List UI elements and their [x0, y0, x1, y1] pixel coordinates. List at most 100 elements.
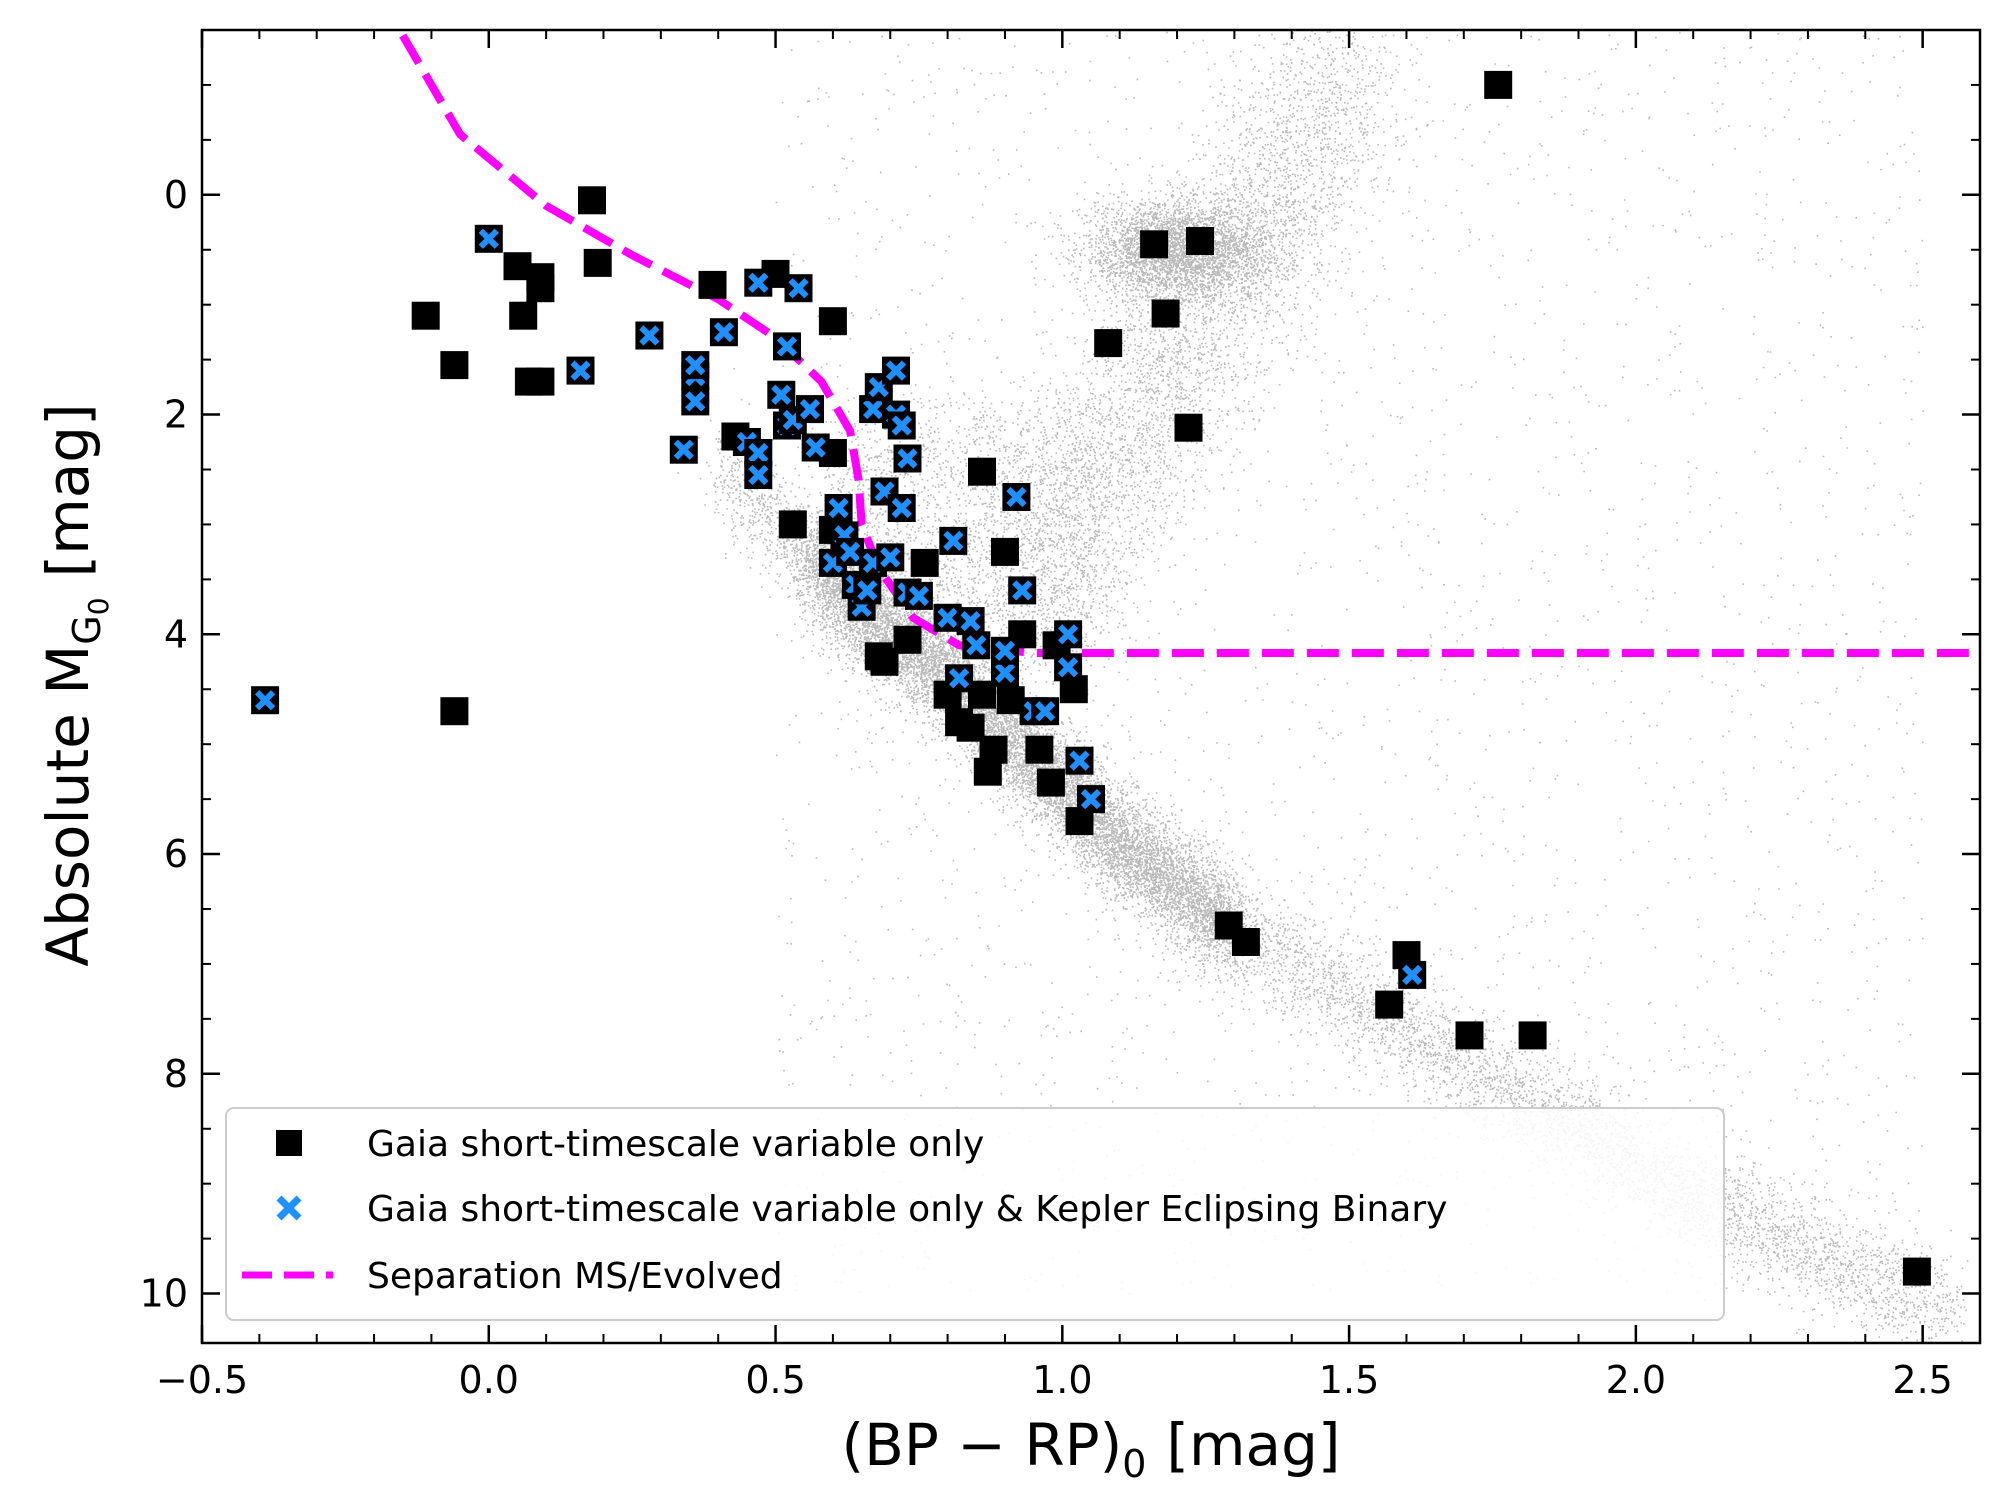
variable-only-marker: [818, 307, 847, 336]
kepler-eb-marker: [904, 581, 933, 610]
variable-only-marker: [1151, 299, 1180, 328]
y-axis-title-main: Absolute M: [34, 645, 102, 967]
kepler-eb-marker: [893, 444, 922, 473]
kepler-eb-cross-b: [685, 354, 706, 376]
variable-only-marker: [968, 457, 996, 486]
variable-only-marker: [979, 735, 1008, 764]
y-axis-title-sub2: 0: [82, 597, 115, 615]
kepler-eb-marker: [945, 664, 974, 693]
kepler-eb-cross-b: [771, 384, 792, 405]
kepler-eb-cross-b: [994, 662, 1016, 683]
kepler-eb-marker: [882, 356, 910, 385]
kepler-eb-marker: [836, 537, 865, 566]
kepler-eb-cross-b: [891, 415, 912, 436]
kepler-eb-marker: [887, 411, 916, 440]
variable-only-marker: [440, 351, 469, 380]
legend-label-variable-only: Gaia short-timescale variable only: [367, 1124, 984, 1165]
y-axis-title-unit: [mag]: [34, 403, 102, 577]
y-tick-labels: 0 2 4 6 8 10: [140, 173, 188, 1316]
kepler-eb-cross-b: [478, 228, 499, 249]
kepler-eb-cross-b: [799, 398, 821, 420]
kepler-eb-cross-b: [948, 668, 970, 689]
kepler-eb-marker: [744, 268, 773, 297]
kepler-eb-marker: [773, 332, 801, 361]
x-tick-label: −0.5: [156, 1358, 248, 1402]
variable-only-marker: [1025, 735, 1054, 764]
kepler-eb-cross-b: [748, 464, 769, 486]
variable-only-marker: [440, 697, 469, 726]
x-axis-title-main: (BP − RP): [841, 1411, 1122, 1479]
kepler-eb-marker: [681, 351, 710, 380]
variable-only-marker: [1484, 70, 1513, 99]
variable-only-marker: [1518, 1021, 1547, 1050]
y-tick-label: 8: [164, 1052, 188, 1096]
legend-square-marker: [276, 1130, 302, 1156]
kepler-eb-cross-b: [1402, 964, 1423, 986]
kepler-eb-cross-b: [908, 585, 930, 606]
kepler-eb-cross-b: [828, 497, 849, 519]
kepler-eb-cross-b: [713, 322, 735, 343]
y-tick-label: 6: [164, 832, 188, 876]
kepler-eb-cross-b: [897, 448, 918, 469]
kepler-eb-marker: [887, 494, 916, 522]
kepler-eb-marker: [1008, 576, 1037, 605]
kepler-eb-cross-b: [748, 272, 769, 293]
variable-only-marker: [1231, 928, 1260, 956]
kepler-eb-cross-b: [639, 325, 660, 346]
kepler-eb-marker: [824, 494, 853, 522]
kepler-eb-cross-b: [748, 442, 769, 464]
kepler-eb-cross-b: [776, 336, 798, 357]
kepler-eb-cross-b: [960, 611, 981, 632]
kepler-eb-cross-b: [885, 360, 907, 381]
kepler-eb-cross-b: [1034, 701, 1056, 722]
kepler-eb-marker: [991, 636, 1019, 665]
kepler-eb-marker: [744, 461, 773, 489]
marker-layer: [251, 70, 1931, 1286]
kepler-eb-marker: [1054, 653, 1083, 682]
kepler-eb-cross-b: [839, 541, 861, 563]
x-tick-label: 0.0: [459, 1358, 519, 1402]
kepler-eb-marker: [1031, 697, 1060, 726]
kepler-eb-marker: [669, 435, 698, 464]
kepler-eb-marker: [853, 576, 882, 605]
variable-only-marker: [526, 274, 555, 303]
kepler-eb-marker: [796, 395, 824, 424]
kepler-eb-marker: [1065, 746, 1094, 775]
kepler-eb-marker: [767, 380, 796, 409]
kepler-eb-marker: [474, 224, 503, 253]
variable-only-marker: [1140, 230, 1169, 259]
x-axis-title-unit: [mag]: [1166, 1411, 1340, 1479]
kepler-eb-marker: [784, 274, 813, 303]
kepler-eb-cross-b: [1080, 789, 1102, 810]
variable-only-marker: [1036, 768, 1065, 797]
kepler-eb-marker: [876, 543, 905, 572]
kepler-eb-marker: [681, 387, 710, 416]
y-tick-label: 0: [164, 173, 188, 217]
axis-ticks: [200, 29, 1981, 1343]
kepler-eb-cross-b: [673, 439, 694, 460]
legend: Gaia short-timescale variable only Gaia …: [225, 1107, 1725, 1321]
variable-only-marker: [991, 537, 1019, 566]
kepler-eb-cross-b: [805, 437, 826, 458]
variable-only-marker: [910, 548, 939, 577]
variable-only-marker: [1174, 413, 1203, 442]
plot-frame: [200, 28, 1982, 1345]
kepler-eb-marker: [1398, 960, 1427, 989]
kepler-eb-cross-b: [966, 635, 987, 656]
y-axis-title: Absolute MG0 [mag]: [34, 403, 115, 966]
kepler-eb-marker: [962, 631, 991, 660]
x-axis-title-subscript: 0: [1122, 1442, 1146, 1486]
kepler-eb-marker: [801, 433, 830, 462]
kepler-eb-marker: [1077, 785, 1105, 814]
x-tick-label: 2.0: [1606, 1358, 1666, 1402]
variable-only-marker: [1455, 1021, 1484, 1050]
y-tick-label: 10: [140, 1272, 188, 1316]
variable-only-marker: [583, 248, 612, 277]
y-axis-title-sub1: G: [65, 615, 109, 644]
kepler-eb-marker: [251, 686, 280, 715]
kepler-eb-cross-b: [891, 497, 912, 519]
kepler-eb-cross-b: [1057, 624, 1079, 645]
kepler-eb-cross-b: [937, 607, 958, 628]
kepler-eb-marker: [939, 526, 968, 555]
